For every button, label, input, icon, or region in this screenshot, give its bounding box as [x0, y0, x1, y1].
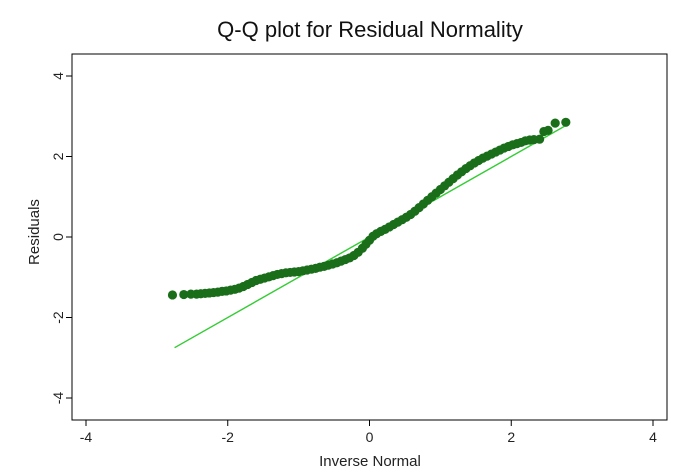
y-tick-label: 4	[50, 72, 66, 80]
x-axis-title: Inverse Normal	[319, 453, 421, 470]
data-point	[561, 117, 571, 127]
x-tick-label: 2	[507, 429, 515, 445]
data-point	[535, 134, 545, 144]
x-tick-label: -2	[222, 429, 235, 445]
data-point	[179, 289, 189, 300]
y-tick-label: -4	[50, 392, 66, 405]
y-tick-label: 2	[50, 152, 66, 160]
data-point	[550, 118, 560, 128]
x-tick-label: -4	[80, 429, 93, 445]
data-point	[167, 290, 178, 300]
data-points-layer	[167, 117, 571, 300]
x-tick-label: 0	[366, 429, 374, 445]
y-tick-label: -2	[50, 311, 66, 324]
x-axis: -4 -2 0 2 4	[80, 420, 657, 445]
data-point	[543, 125, 553, 135]
y-axis-title: Residuals	[26, 199, 43, 265]
x-tick-label: 4	[649, 429, 657, 445]
chart-title: Q-Q plot for Residual Normality	[217, 17, 523, 42]
y-tick-label: 0	[50, 233, 66, 241]
y-axis: -4 -2 0 2 4	[50, 72, 72, 404]
